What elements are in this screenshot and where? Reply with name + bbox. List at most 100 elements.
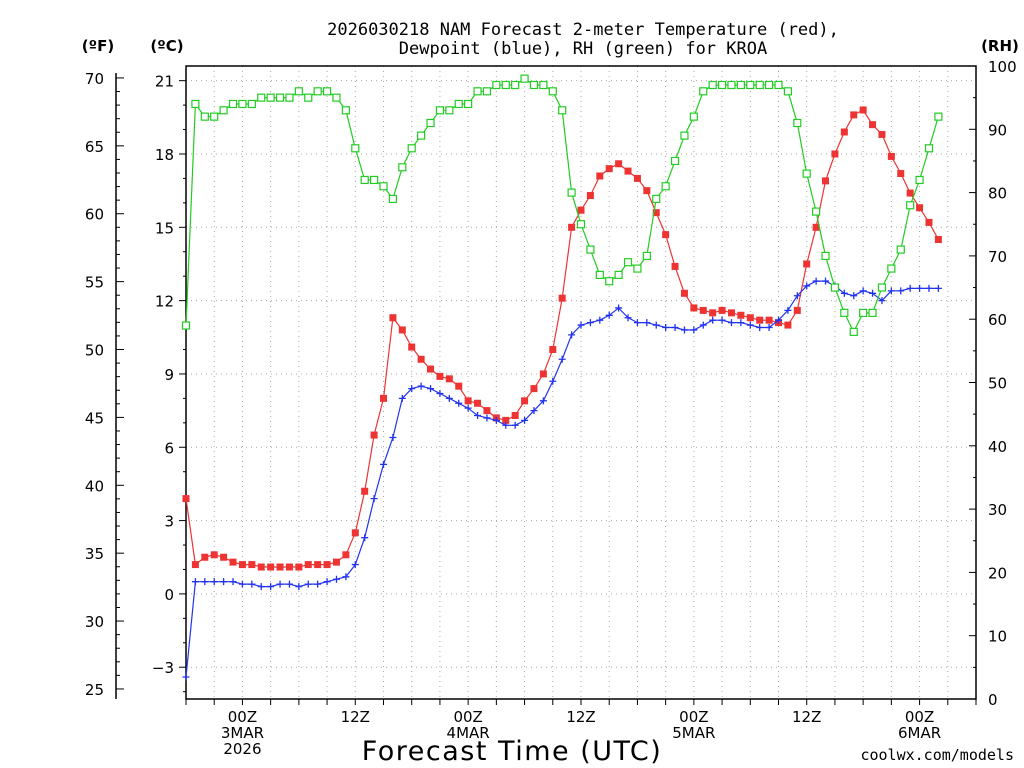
dewpoint-point [474, 411, 482, 419]
temperature-point [314, 561, 322, 569]
temperature-point [840, 128, 848, 136]
dewpoint-point [784, 306, 792, 314]
dewpoint-line [185, 280, 939, 678]
relative-humidity-point [210, 112, 219, 121]
dewpoint-point [925, 284, 933, 292]
temperature-point [859, 106, 867, 114]
relative-humidity-point [652, 194, 661, 204]
relative-humidity-point [200, 112, 209, 121]
relative-humidity-point [746, 80, 755, 90]
dewpoint-point [568, 331, 576, 339]
temperature-point [765, 316, 773, 324]
relative-humidity-point [257, 93, 266, 102]
dewpoint-point [727, 319, 735, 327]
temperature-point [887, 152, 895, 160]
relative-humidity-point [294, 87, 303, 96]
relative-humidity-point [435, 106, 445, 115]
dewpoint-point [775, 316, 782, 324]
relative-humidity-point [623, 258, 633, 267]
relative-humidity-point [379, 182, 388, 191]
relative-humidity-point [605, 277, 614, 286]
dewpoint-point [906, 284, 914, 292]
relative-humidity-point [191, 99, 200, 109]
temperature-point [690, 304, 698, 312]
temperature-point [408, 343, 416, 351]
temperature-point [680, 289, 688, 297]
dewpoint-point [530, 407, 538, 415]
dewpoint-point [511, 421, 519, 429]
temperature-point [182, 495, 190, 503]
x-tick-label: 12Z [792, 708, 821, 726]
celsius-tick-label: 0 [164, 586, 174, 604]
relative-humidity-point [426, 118, 435, 128]
temperature-point [727, 309, 735, 317]
dewpoint-point [737, 319, 745, 327]
relative-humidity-point [473, 87, 482, 96]
relative-humidity-point [464, 99, 473, 109]
dewpoint-point [210, 578, 218, 586]
relative-humidity-point [341, 106, 350, 115]
relative-humidity-point [445, 106, 454, 115]
temperature-point [605, 165, 613, 173]
x-axis-title: Forecast Time (UTC) [362, 736, 663, 767]
relative-humidity-point [595, 270, 604, 279]
dewpoint-point [351, 561, 359, 569]
dewpoint-point [586, 319, 594, 327]
dewpoint-point [887, 287, 895, 295]
temperature-point [643, 187, 651, 195]
dewpoint-point [643, 319, 651, 327]
relative-humidity-point [830, 283, 840, 292]
dewpoint-point [445, 394, 453, 402]
dewpoint-point [803, 282, 811, 290]
temperature-point [295, 563, 303, 571]
x-tick-label: 5MAR [672, 724, 715, 742]
dewpoint-point [690, 326, 698, 334]
rh-tick-label: 70 [988, 248, 1007, 266]
temperature-point [746, 314, 754, 322]
relative-humidity-point [661, 182, 670, 191]
relative-humidity-point [285, 93, 294, 102]
relative-humidity-point [821, 251, 830, 260]
dewpoint-point [229, 578, 237, 586]
celsius-tick-label: −3 [152, 659, 174, 677]
rh-tick-label: 100 [988, 58, 1017, 76]
relative-humidity-point [859, 308, 868, 317]
dewpoint-point [427, 385, 435, 393]
relative-humidity-point [369, 175, 379, 185]
relative-humidity-point [689, 112, 698, 121]
temperature-point [210, 551, 218, 559]
relative-humidity-point [398, 163, 407, 172]
x-tick-label: 6MAR [898, 724, 941, 742]
temperature-point [586, 192, 594, 200]
dewpoint-point [361, 534, 369, 542]
rh-tick-label: 90 [988, 121, 1007, 139]
relative-humidity-point [360, 175, 369, 185]
relative-humidity-point [407, 144, 416, 153]
dewpoint-point [492, 416, 500, 424]
relative-humidity-point [313, 87, 322, 96]
temperature-point [850, 111, 858, 119]
fahrenheit-tick-label: 35 [85, 545, 104, 563]
fahrenheit-unit-label: (ºF) [82, 37, 114, 55]
relative-humidity-point [247, 99, 256, 109]
temperature-point [878, 130, 886, 138]
temperature-point [831, 150, 839, 158]
temperature-point [558, 294, 566, 302]
rh-tick-label: 20 [988, 564, 1007, 582]
temperature-point [737, 311, 745, 319]
dewpoint-point [314, 580, 322, 588]
dewpoint-point [840, 289, 848, 297]
dewpoint-point [577, 321, 585, 329]
dewpoint-point [295, 583, 303, 591]
source-credit[interactable]: coolwx.com/models [860, 746, 1014, 764]
dewpoint-point [417, 382, 425, 390]
dewpoint-point [220, 578, 228, 586]
dewpoint-point [869, 289, 877, 297]
temperature-point [577, 206, 585, 214]
temperature-point [709, 309, 717, 317]
temperature-point [756, 316, 764, 324]
temperature-point [474, 399, 482, 407]
relative-humidity-point [877, 283, 887, 292]
dewpoint-point [182, 673, 190, 681]
relative-humidity-point [228, 99, 238, 109]
